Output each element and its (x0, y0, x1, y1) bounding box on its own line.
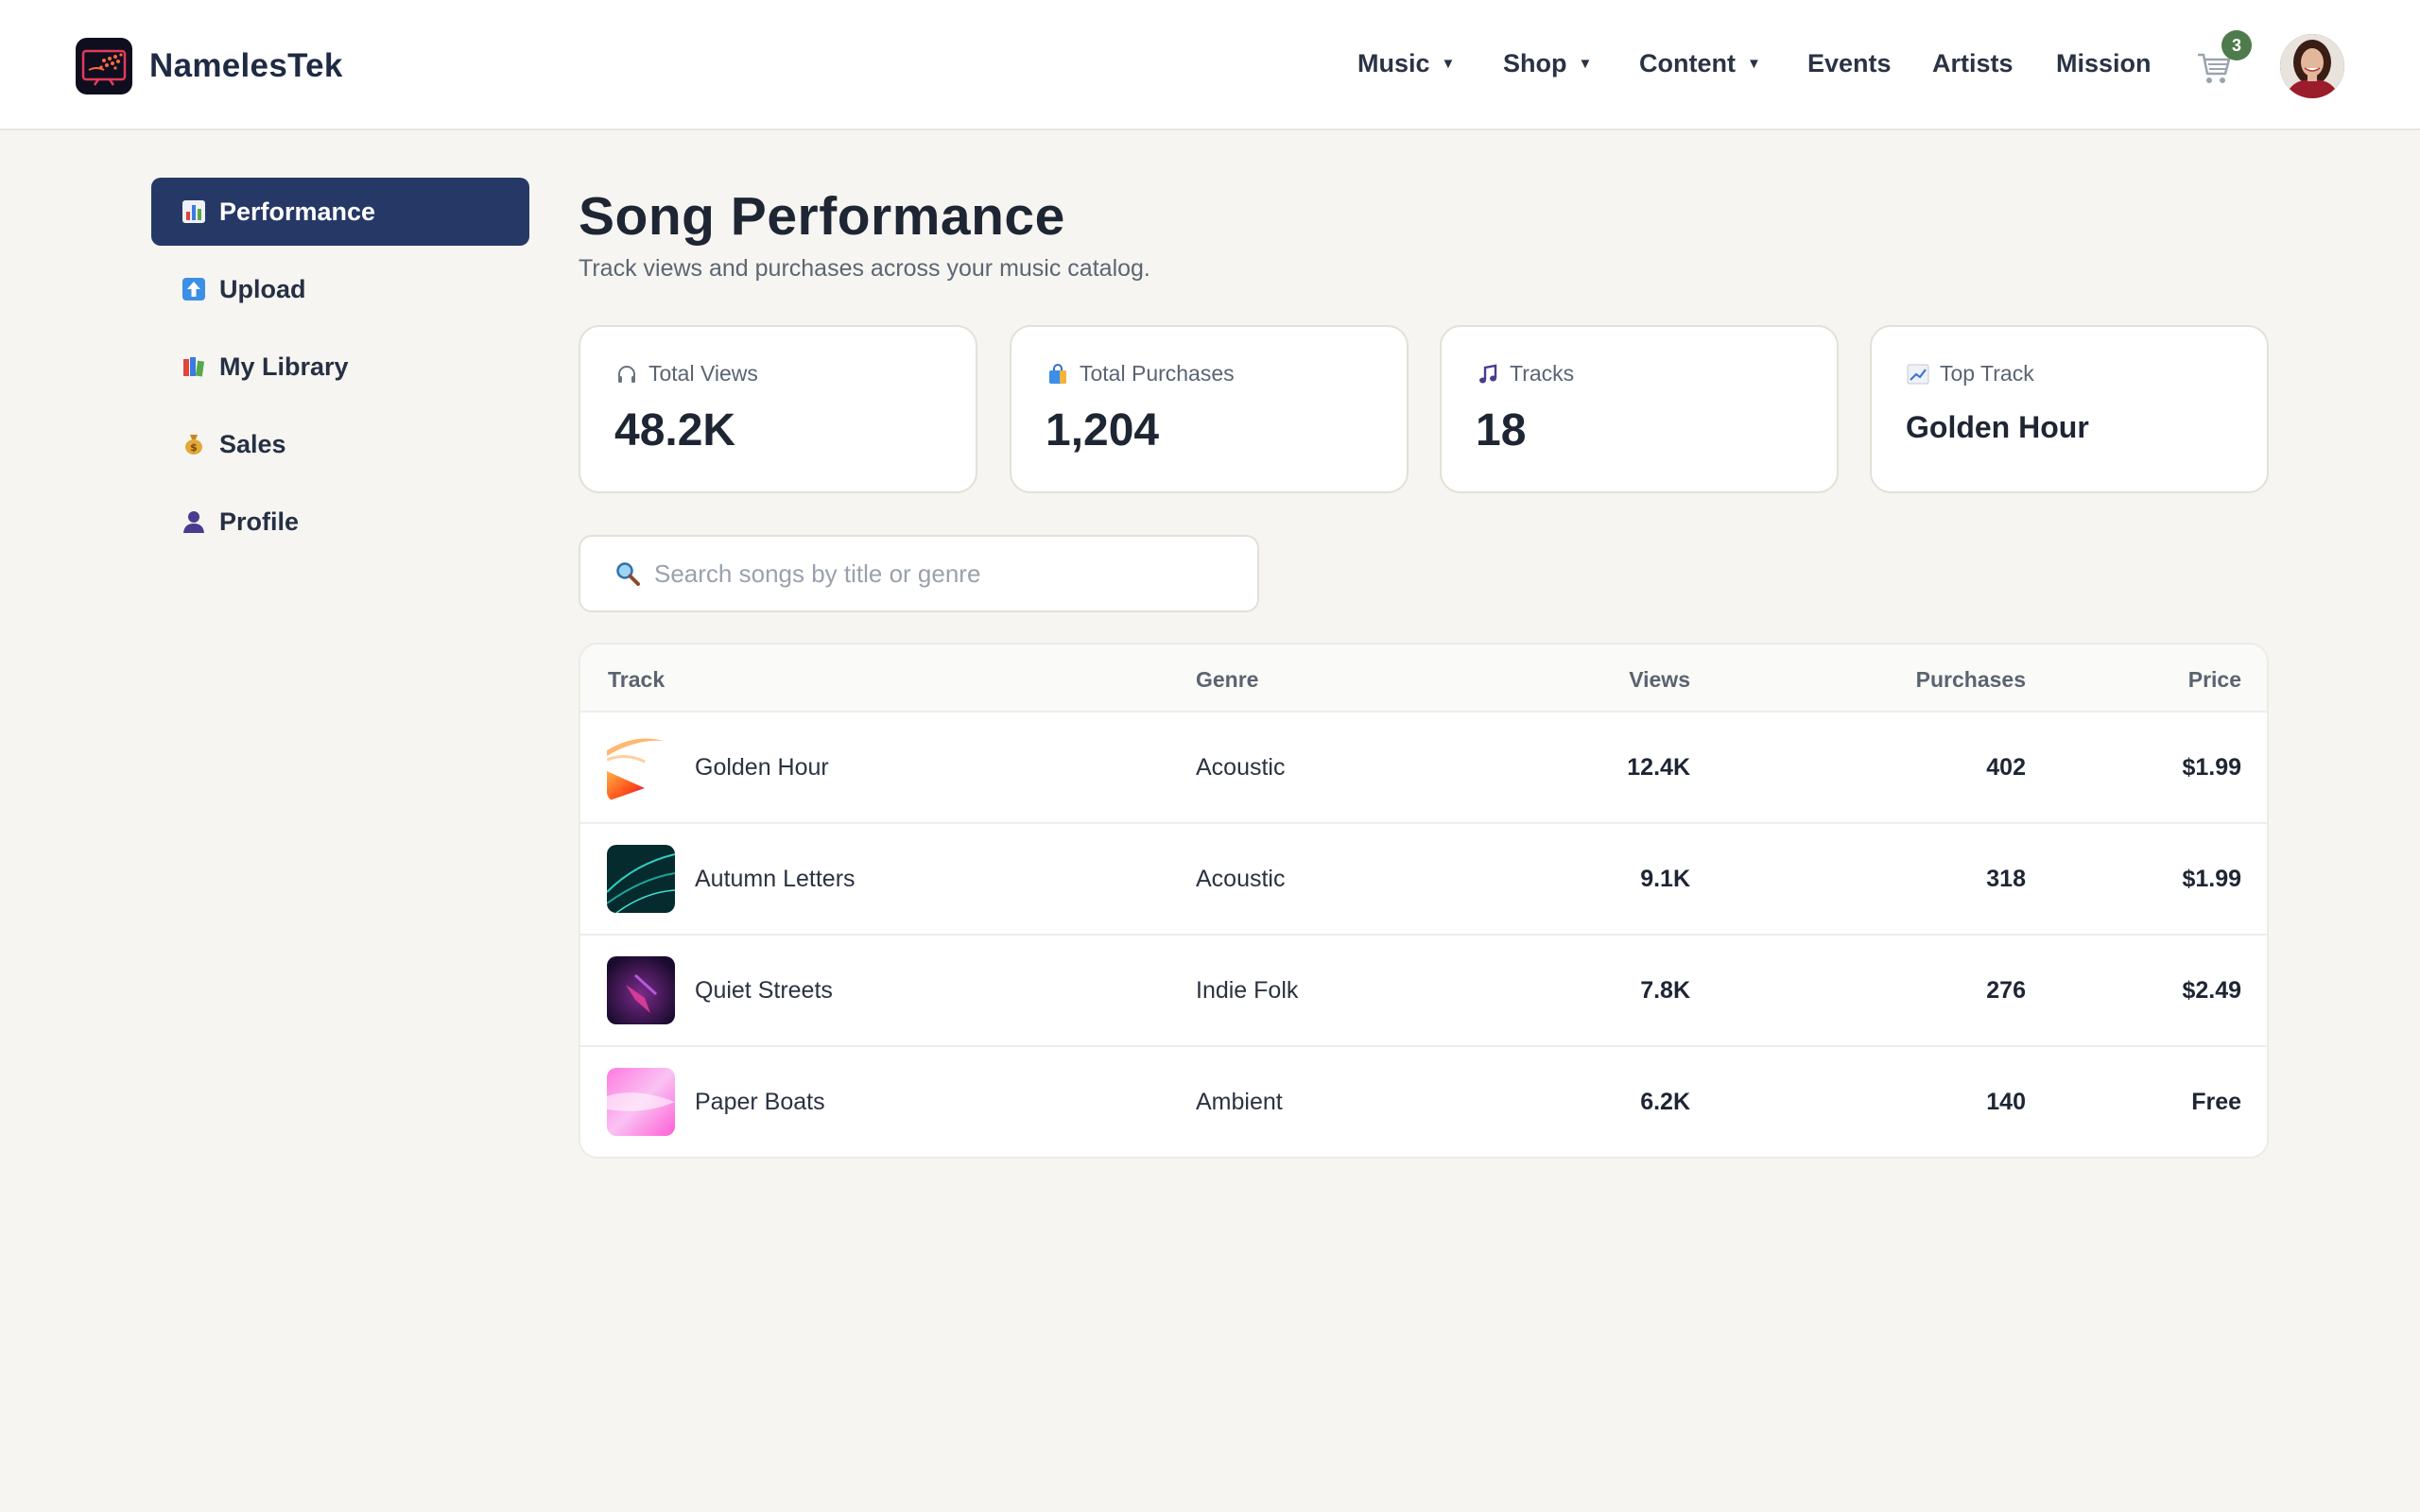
album-art-golden-hour (607, 733, 675, 801)
track-genre: Acoustic (1196, 754, 1286, 781)
sidebar-item-my-library[interactable]: My Library (151, 333, 529, 401)
nav-artists[interactable]: Artists (1932, 49, 2014, 78)
nav-music[interactable]: Music ▼ (1357, 49, 1455, 78)
track-title: Autumn Letters (695, 866, 856, 892)
track-genre: Acoustic (1196, 866, 1286, 892)
stat-label: Top Track (1940, 361, 2034, 386)
search-icon (614, 560, 641, 587)
nav-mission-label: Mission (2056, 49, 2152, 77)
stat-card-total-purchases: Total Purchases 1,204 (1010, 325, 1409, 493)
stat-card-top-track: Top Track Golden Hour (1870, 325, 2269, 493)
stat-label-row: Tracks (1476, 361, 1574, 387)
cart-icon (2198, 53, 2231, 83)
track-purchases: 402 (1986, 754, 2026, 781)
sidebar-item-label: Sales (219, 429, 286, 458)
table-header: Track Genre Views Purchases Price (580, 644, 2267, 713)
sidebar-item-label: Profile (219, 507, 300, 536)
sidebar-item-performance[interactable]: Performance (151, 178, 529, 246)
table-row[interactable]: Quiet Streets Indie Folk 7.8K 276 $2.49 (580, 936, 2267, 1047)
search-input[interactable] (654, 558, 1202, 589)
track-price: $1.99 (2182, 866, 2241, 892)
stat-label: Total Purchases (1080, 361, 1235, 386)
page-title: Song Performance (579, 186, 1065, 247)
cart-count-badge: 3 (2221, 30, 2252, 60)
column-header-purchases[interactable]: Purchases (1915, 667, 2026, 692)
sidebar-item-label: Upload (219, 274, 306, 303)
upload-arrow-icon (182, 277, 206, 301)
music-note-icon (1476, 362, 1500, 387)
nav-content-label: Content (1639, 49, 1736, 77)
nav-events[interactable]: Events (1807, 49, 1892, 78)
sidebar-item-upload[interactable]: Upload (151, 255, 529, 323)
top-navigation-bar: NamelesTek Music ▼ Shop ▼ Content ▼ Even… (0, 0, 2420, 130)
column-header-price[interactable]: Price (2187, 667, 2241, 692)
svg-text:$: $ (190, 441, 198, 454)
shopping-bag-icon (1046, 362, 1070, 387)
track-purchases: 140 (1986, 1089, 2026, 1115)
track-views: 12.4K (1627, 754, 1690, 781)
chevron-down-icon: ▼ (1578, 56, 1593, 72)
album-art-quiet-streets (607, 956, 675, 1024)
avatar[interactable] (2280, 34, 2344, 98)
nav-content[interactable]: Content ▼ (1639, 49, 1761, 78)
stat-value: 18 (1476, 405, 1527, 455)
stat-label: Tracks (1510, 361, 1575, 386)
books-icon (182, 354, 206, 379)
stat-value: Golden Hour (1906, 410, 2089, 444)
nav-shop[interactable]: Shop ▼ (1503, 49, 1592, 78)
stat-value: 48.2K (614, 405, 736, 455)
column-header-track[interactable]: Track (608, 667, 666, 692)
brand-name: NamelesTek (149, 47, 343, 84)
stat-label-row: Total Views (614, 361, 758, 387)
trend-up-icon (1906, 362, 1930, 387)
chevron-down-icon: ▼ (1746, 56, 1761, 72)
album-art-paper-boats (607, 1068, 675, 1136)
track-title: Golden Hour (695, 754, 829, 781)
brand[interactable]: NamelesTek (76, 38, 343, 94)
bar-chart-icon (182, 199, 206, 224)
nav-artists-label: Artists (1932, 49, 2014, 77)
table-row[interactable]: Autumn Letters Acoustic 9.1K 318 $1.99 (580, 824, 2267, 936)
track-genre: Ambient (1196, 1089, 1283, 1115)
search-box[interactable] (579, 535, 1259, 612)
stat-label-row: Total Purchases (1046, 361, 1235, 387)
track-price: Free (2191, 1089, 2241, 1115)
table-row[interactable]: Golden Hour Acoustic 12.4K 402 $1.99 (580, 713, 2267, 824)
money-bag-icon: $ (182, 432, 206, 456)
nav-music-label: Music (1357, 49, 1430, 77)
track-title: Quiet Streets (695, 977, 833, 1004)
cart-button[interactable] (2195, 49, 2233, 87)
chevron-down-icon: ▼ (1441, 56, 1456, 72)
track-purchases: 318 (1986, 866, 2026, 892)
table-row[interactable]: Paper Boats Ambient 6.2K 140 Free (580, 1047, 2267, 1157)
nav-events-label: Events (1807, 49, 1892, 77)
album-art-autumn-letters (607, 845, 675, 913)
track-views: 7.8K (1640, 977, 1690, 1004)
track-title: Paper Boats (695, 1089, 825, 1115)
track-purchases: 276 (1986, 977, 2026, 1004)
track-price: $2.49 (2182, 977, 2241, 1004)
nav-mission[interactable]: Mission (2056, 49, 2152, 78)
page-subtitle: Track views and purchases across your mu… (579, 255, 1150, 282)
track-price: $1.99 (2182, 754, 2241, 781)
sidebar-item-sales[interactable]: $ Sales (151, 410, 529, 478)
track-views: 6.2K (1640, 1089, 1690, 1115)
stat-value: 1,204 (1046, 405, 1160, 455)
sidebar-item-label: Performance (219, 197, 376, 226)
nav-shop-label: Shop (1503, 49, 1567, 77)
song-performance-table: Track Genre Views Purchases Price Golden… (579, 643, 2269, 1159)
stat-label-row: Top Track (1906, 361, 2034, 387)
column-header-genre[interactable]: Genre (1196, 667, 1259, 692)
column-header-views[interactable]: Views (1629, 667, 1690, 692)
sidebar-item-profile[interactable]: Profile (151, 488, 529, 556)
sidebar-item-label: My Library (219, 352, 349, 381)
track-views: 9.1K (1640, 866, 1690, 892)
stat-card-tracks: Tracks 18 (1440, 325, 1839, 493)
stat-label: Total Views (648, 361, 758, 386)
person-icon (182, 509, 206, 534)
stat-card-total-views: Total Views 48.2K (579, 325, 977, 493)
brand-logo-icon (76, 38, 132, 94)
track-genre: Indie Folk (1196, 977, 1299, 1004)
headphones-icon (614, 362, 639, 387)
